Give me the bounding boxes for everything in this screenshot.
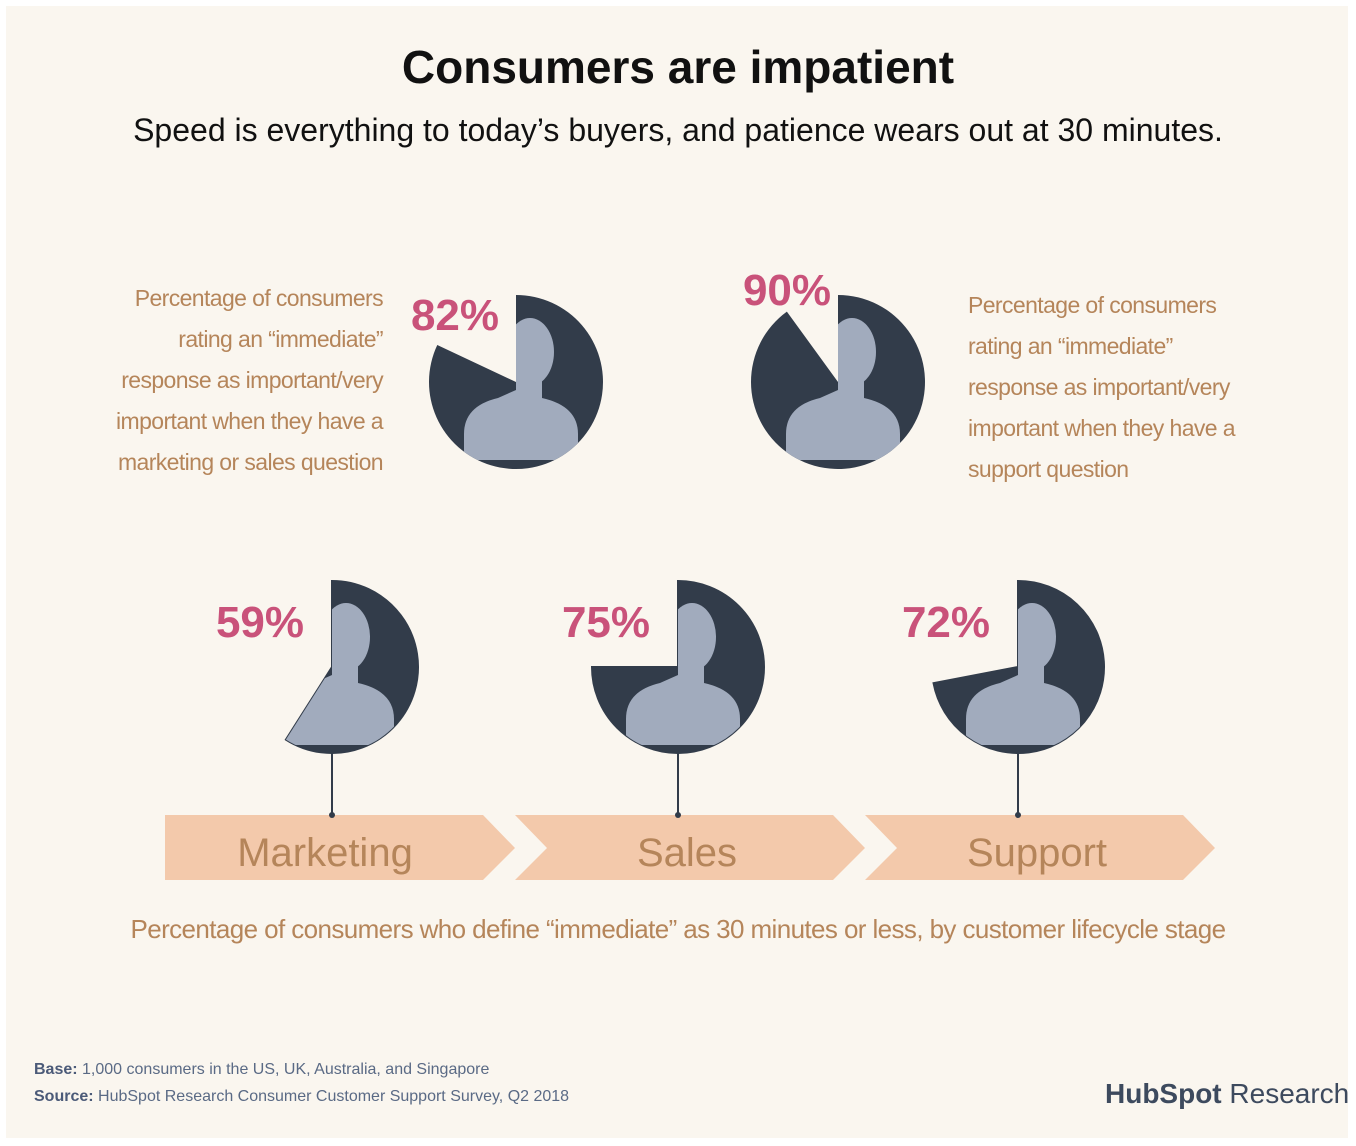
source: HubSpot Research Consumer Customer Suppo…	[98, 1088, 570, 1105]
subtitle: Speed is everything to today’s buyers, a…	[133, 112, 1223, 148]
silhouette-head	[322, 603, 370, 671]
brand: HubSpot	[1105, 1078, 1222, 1109]
stage-arrow	[165, 815, 515, 880]
source-note: Source: HubSpot Research Consumer Custom…	[34, 1088, 569, 1106]
silhouette-body	[464, 374, 578, 460]
stem-dot	[675, 812, 681, 818]
description: Percentage of consumers rating an “immed…	[968, 292, 1236, 482]
base-note: Base: 1,000 consumers in the US, UK, Aus…	[34, 1061, 489, 1079]
title: Consumers are impatient	[401, 41, 955, 93]
logo: HubSpot Research	[1105, 1078, 1349, 1110]
silhouette	[966, 603, 1080, 745]
stage-label: Marketing	[237, 831, 413, 875]
silhouette-head	[1008, 603, 1056, 671]
value-label: 82%	[411, 291, 499, 340]
silhouette	[464, 318, 578, 460]
silhouette	[786, 318, 900, 460]
brand-suffix: Research	[1229, 1078, 1350, 1109]
source-label: Source:	[34, 1088, 94, 1105]
stage-arrow	[515, 815, 865, 880]
stage-arrow	[865, 815, 1215, 880]
value-label: 75%	[562, 598, 650, 647]
silhouette	[626, 603, 740, 745]
base: 1,000 consumers in the US, UK, Australia…	[82, 1061, 490, 1078]
stem-dot	[1015, 812, 1021, 818]
caption: Percentage of consumers who define “imme…	[130, 914, 1227, 944]
stage-label: Sales	[637, 831, 737, 875]
silhouette-head	[668, 603, 716, 671]
base-label: Base:	[34, 1061, 78, 1078]
description: Percentage of consumers rating an “immed…	[116, 285, 384, 475]
stem-dot	[329, 812, 335, 818]
stage-label: Support	[967, 831, 1107, 875]
silhouette-body	[966, 659, 1080, 745]
silhouette-head	[828, 318, 876, 386]
value-label: 72%	[902, 598, 990, 647]
silhouette-body	[626, 659, 740, 745]
card	[6, 6, 1348, 1138]
silhouette-body	[285, 659, 394, 745]
value-label: 90%	[743, 266, 831, 315]
silhouette	[285, 603, 394, 745]
silhouette-body	[786, 374, 900, 460]
silhouette-head	[506, 318, 554, 386]
value-label: 59%	[216, 598, 304, 647]
